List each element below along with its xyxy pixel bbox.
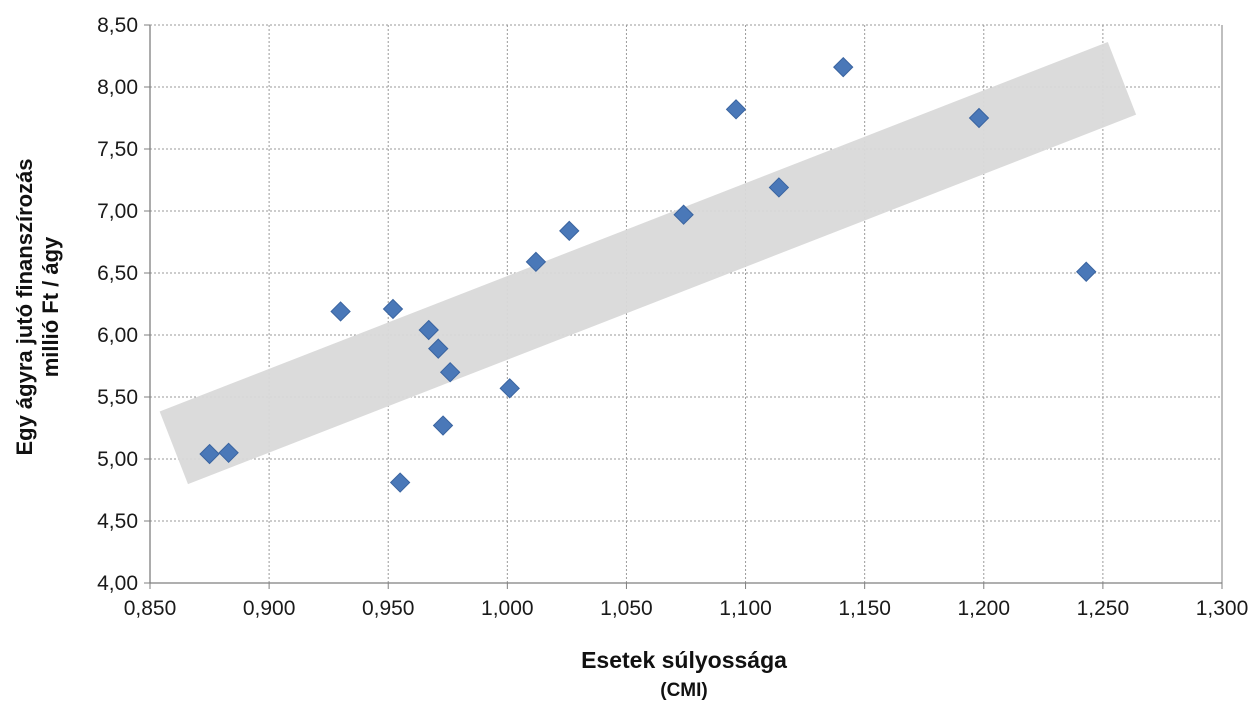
y-tick-label: 6,00: [97, 324, 138, 347]
data-point-marker: [199, 443, 220, 465]
data-point-marker: [968, 107, 990, 129]
y-tick-label: 8,50: [97, 14, 138, 37]
y-tick-label: 5,50: [97, 386, 138, 409]
x-tick-label: 1,250: [1077, 597, 1130, 620]
x-tick-label: 1,100: [719, 597, 772, 620]
x-tick-label: 1,150: [838, 597, 891, 620]
x-tick-label: 1,300: [1196, 597, 1249, 620]
x-tick-label: 1,200: [957, 597, 1010, 620]
data-point-marker: [428, 338, 449, 359]
y-tick-label: 5,00: [97, 448, 138, 471]
data-point-marker: [432, 415, 454, 436]
data-point-marker: [833, 56, 854, 78]
x-axis-subtitle: (CMI): [660, 680, 707, 701]
data-point-marker: [525, 251, 547, 273]
data-point-marker: [673, 204, 694, 225]
trend-band-layer: [159, 41, 1137, 485]
x-axis-title: Esetek súlyossága: [581, 647, 787, 673]
data-point-marker: [499, 378, 520, 399]
y-tick-label: 7,50: [97, 138, 138, 161]
data-point-marker: [330, 301, 351, 322]
data-point-marker: [389, 472, 411, 493]
y-tick-label: 4,50: [97, 510, 138, 533]
data-point-marker: [725, 99, 747, 120]
data-point-marker: [439, 361, 461, 383]
y-tick-labels: 4,00 4,50 5,00 5,50 6,00 6,50 7,00 7,50 8,00 8,50: [97, 14, 138, 595]
y-tick-label: 4,00: [97, 572, 138, 595]
data-point-marker: [418, 319, 439, 341]
y-tick-label: 7,00: [97, 200, 138, 223]
trend-band: [159, 41, 1137, 485]
x-tick-label: 1,000: [481, 597, 534, 620]
y-tick-label: 6,50: [97, 262, 138, 285]
x-tick-label: 1,050: [600, 597, 653, 620]
x-tick-label: 0,900: [243, 597, 296, 620]
data-points: [199, 56, 1097, 493]
data-point-marker: [1076, 261, 1097, 282]
data-point-marker: [559, 220, 580, 242]
axes: [144, 24, 1223, 589]
data-point-marker: [382, 298, 404, 320]
x-tick-labels: 0,850 0,900 0,950 1,000 1,050 1,100 1,150 1,200…: [124, 597, 1249, 620]
y-axis-title: Egy ágyra jutó finanszírozás: [12, 158, 37, 455]
x-tick-label: 0,850: [124, 597, 177, 620]
data-point-marker: [768, 177, 790, 198]
y-axis-subtitle: millió Ft / ágy: [38, 236, 63, 377]
x-tick-label: 0,950: [362, 597, 415, 620]
data-point-marker: [218, 442, 239, 464]
y-tick-label: 8,00: [97, 76, 138, 99]
